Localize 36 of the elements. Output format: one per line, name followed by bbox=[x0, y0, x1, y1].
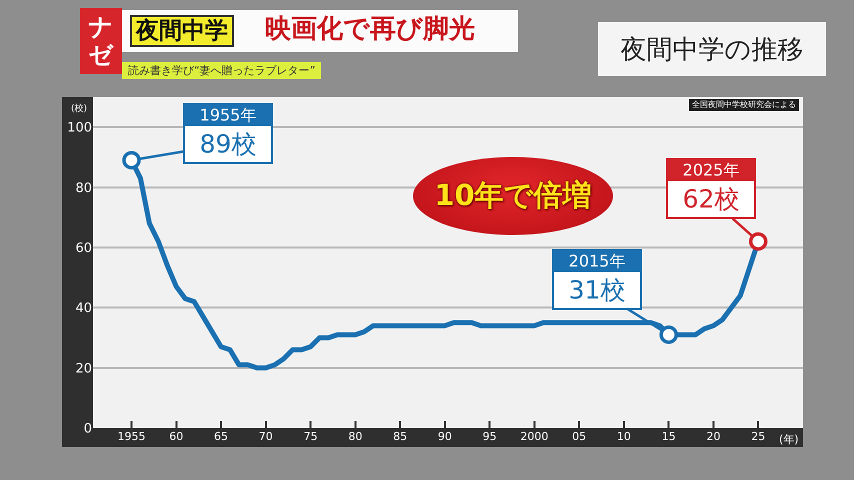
x-tick-label: 15 bbox=[662, 430, 676, 443]
x-tick-label: 1955 bbox=[118, 430, 146, 443]
text: 読み書き学び“妻へ贈ったラブレター” bbox=[122, 62, 322, 79]
x-axis-title: (年) bbox=[779, 433, 799, 446]
point bbox=[659, 325, 678, 344]
annotation: 1955年 89校 bbox=[200, 106, 256, 158]
x-tick-label: 20 bbox=[706, 430, 720, 443]
x-tick-label: 80 bbox=[348, 430, 362, 443]
x-tick-label: 05 bbox=[572, 430, 586, 443]
text: 映画化で再び脚光 bbox=[265, 13, 475, 45]
y-tick-label: 100 bbox=[67, 120, 92, 136]
x-tick-label: 10 bbox=[616, 430, 631, 443]
x-tick-label: 60 bbox=[169, 430, 184, 443]
annotation: 全国夜間中学校研究会による bbox=[689, 99, 799, 111]
x-tick-label: 25 bbox=[751, 430, 766, 443]
chart-title: 夜間中学の推移 bbox=[598, 22, 826, 76]
point bbox=[122, 150, 141, 170]
y-tick-label: 0 bbox=[84, 422, 92, 437]
point bbox=[748, 232, 768, 251]
y-tick-label: 60 bbox=[75, 241, 92, 256]
x-tick-label: 2000 bbox=[520, 430, 548, 443]
x-tick-label: 65 bbox=[214, 430, 228, 443]
x-tick-label: 70 bbox=[258, 430, 273, 443]
annotation: 2015年 31校 bbox=[568, 252, 626, 304]
y-tick-label: 20 bbox=[75, 361, 92, 376]
x-tick-label: 75 bbox=[304, 430, 318, 443]
y-tick-label: 80 bbox=[75, 180, 92, 196]
text: ナゼ bbox=[88, 13, 114, 69]
y-tick-label: 40 bbox=[75, 301, 92, 316]
x-tick-label: 90 bbox=[438, 430, 452, 443]
y-axis-title: (校) bbox=[71, 103, 88, 114]
x-tick-label: 95 bbox=[482, 430, 497, 443]
x-tick-label: 85 bbox=[393, 430, 408, 443]
annotation: 10年で倍増 bbox=[434, 177, 592, 214]
annotation: 2025年 62校 bbox=[682, 160, 740, 214]
text: 夜間中学 bbox=[130, 15, 234, 47]
